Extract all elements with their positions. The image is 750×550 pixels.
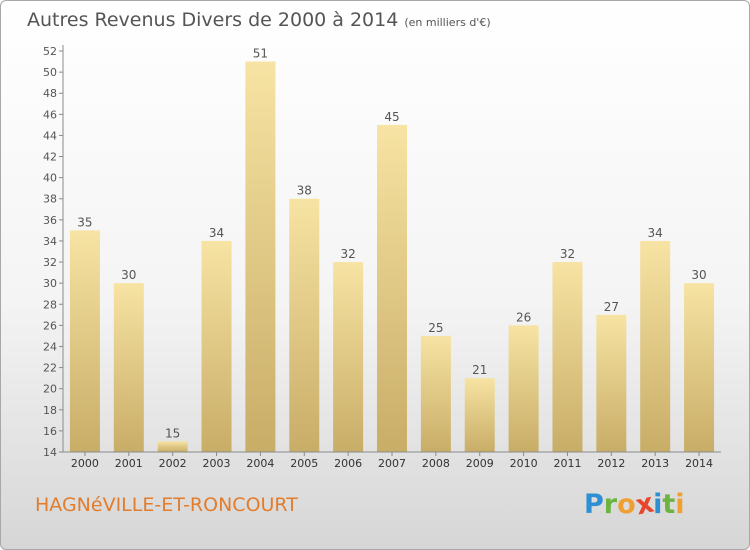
bar-value-label: 34 (648, 226, 663, 240)
bar-value-label: 35 (77, 215, 92, 229)
bar-value-label: 38 (297, 184, 312, 198)
y-tick-label: 48 (43, 87, 57, 100)
y-tick-label: 26 (43, 319, 57, 332)
brand-letter: i (653, 489, 663, 520)
bar-value-label: 30 (691, 268, 706, 282)
bar (640, 240, 671, 452)
x-tick-label: 2004 (246, 457, 274, 470)
x-tick-label: 2006 (334, 457, 362, 470)
x-tick-label: 2000 (71, 457, 99, 470)
y-tick-label: 16 (43, 425, 57, 438)
y-tick-label: 42 (43, 151, 57, 164)
bar (420, 335, 451, 452)
x-tick-label: 2003 (203, 457, 231, 470)
y-tick-label: 22 (43, 362, 57, 375)
bar-value-label: 26 (516, 310, 531, 324)
brand-letter: i (675, 489, 685, 520)
y-tick-label: 32 (43, 256, 57, 269)
bar-value-label: 34 (209, 226, 224, 240)
bar-value-label: 25 (428, 321, 443, 335)
y-tick-label: 20 (43, 383, 57, 396)
y-tick-label: 34 (43, 235, 57, 248)
x-tick-label: 2007 (378, 457, 406, 470)
brand-letter: o (617, 489, 636, 520)
bar-value-label: 51 (253, 47, 268, 61)
title-text: Autres Revenus Divers de 2000 à 2014 (27, 9, 399, 31)
bar-value-label: 15 (165, 426, 180, 440)
x-tick-label: 2008 (422, 457, 450, 470)
y-tick-label: 18 (43, 404, 57, 417)
brand-letter: r (603, 489, 618, 520)
proxiti-logo[interactable]: Proxiti (584, 488, 685, 522)
bar-value-label: 45 (384, 110, 399, 124)
bar (508, 325, 539, 452)
bar (596, 314, 627, 452)
bar (464, 378, 495, 452)
bar-value-label: 27 (604, 300, 619, 314)
bar-value-label: 21 (472, 363, 487, 377)
brand-letter: P (584, 489, 604, 520)
y-tick-label: 36 (43, 214, 57, 227)
bar (684, 283, 715, 452)
x-tick-label: 2012 (597, 457, 625, 470)
bar (201, 240, 232, 452)
y-axis: 14 16 18 20 22 24 26 28 30 32 34 36 38 40 42 44 46 48 50 52 (43, 45, 64, 459)
x-tick-label: 2005 (290, 457, 318, 470)
x-tick-label: 2001 (115, 457, 143, 470)
x-axis: 2000 2001 2002 2003 2004 2005 2006 2007 2008 2009… (63, 451, 721, 470)
bar (113, 283, 144, 452)
bar-value-label: 32 (340, 247, 355, 261)
y-tick-label: 14 (43, 446, 57, 459)
y-tick-label: 30 (43, 277, 57, 290)
bars: 35 30 15 34 51 38 32 45 25 21 26 32 27 34 30 (69, 47, 715, 453)
brand-letter: t (662, 489, 676, 520)
chart-title: Autres Revenus Divers de 2000 à 2014 (en … (27, 9, 491, 31)
title-unit: (en milliers d'€) (404, 16, 491, 29)
y-tick-label: 44 (43, 129, 57, 142)
bar (245, 61, 276, 452)
y-tick-label: 24 (43, 340, 57, 353)
commune-name: HAGNéVILLE-ET-RONCOURT (35, 494, 298, 516)
x-tick-label: 2011 (553, 457, 581, 470)
bar (552, 262, 583, 452)
x-tick-label: 2013 (641, 457, 669, 470)
bar (69, 230, 100, 452)
y-tick-label: 40 (43, 172, 57, 185)
bar (289, 198, 320, 452)
x-tick-label: 2014 (685, 457, 713, 470)
y-tick-label: 52 (43, 45, 57, 58)
y-tick-label: 38 (43, 193, 57, 206)
x-tick-label: 2009 (466, 457, 494, 470)
x-tick-label: 2010 (510, 457, 538, 470)
bar-value-label: 30 (121, 268, 136, 282)
x-tick-label: 2002 (159, 457, 187, 470)
y-tick-label: 50 (43, 66, 57, 79)
y-tick-label: 28 (43, 298, 57, 311)
bar (333, 262, 364, 452)
y-tick-label: 46 (43, 108, 57, 121)
bar (377, 124, 407, 453)
bar-value-label: 32 (560, 247, 575, 261)
bar (157, 441, 188, 452)
